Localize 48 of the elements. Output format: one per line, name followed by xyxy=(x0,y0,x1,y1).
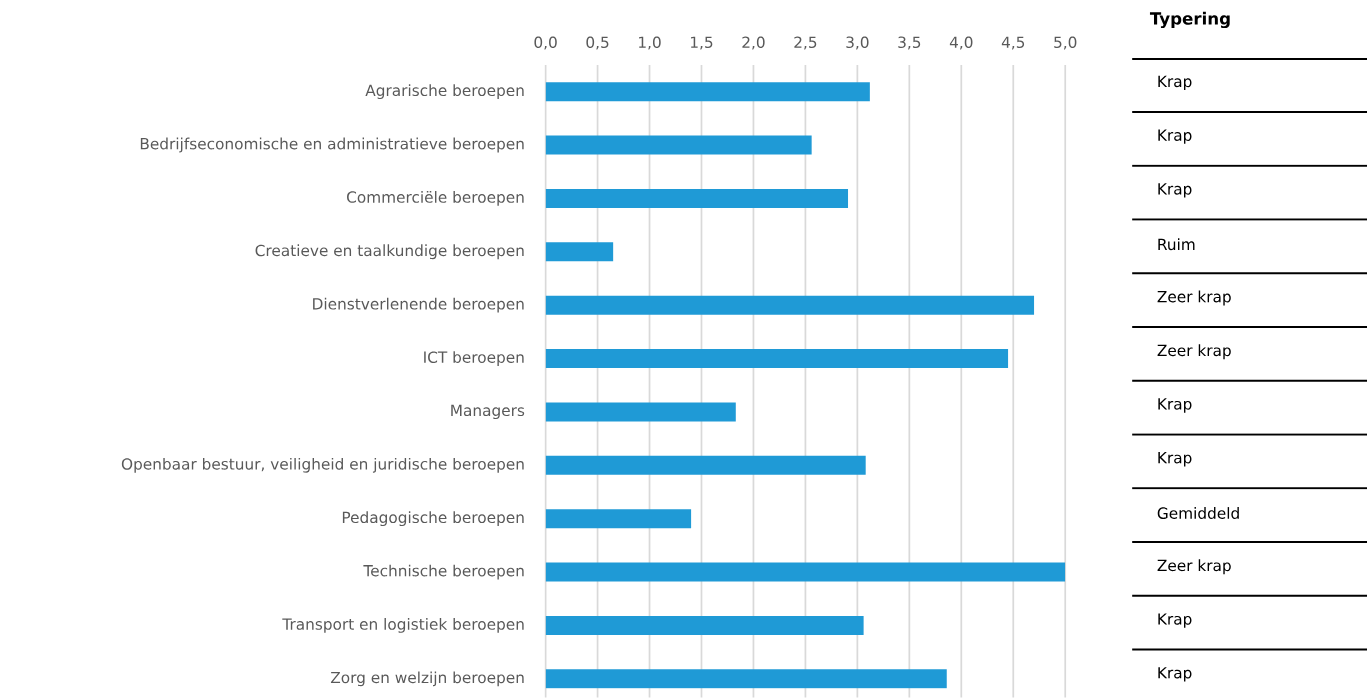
y-tick-label: Managers xyxy=(451,404,525,419)
text: Zeer krap xyxy=(1157,559,1231,575)
x-tick-label: 3,0 xyxy=(846,36,869,50)
text: Zeer krap xyxy=(1157,344,1231,359)
bar xyxy=(545,81,870,101)
text: Gemiddeld xyxy=(1157,506,1239,519)
y-tick-label: ICT beroepen xyxy=(424,350,524,366)
x-tick-label: 4,0 xyxy=(949,36,973,50)
x-tick-label: 1,5 xyxy=(691,36,713,50)
x-tick-label: 4,5 xyxy=(1001,36,1025,50)
bar xyxy=(545,242,614,262)
text: Zeer krap xyxy=(1157,290,1231,306)
x-tick-label: 0,0 xyxy=(534,36,557,50)
x-tick-label: 2,5 xyxy=(794,36,817,50)
x-tick-label: 0,5 xyxy=(586,36,609,50)
y-tick-label: Zorg en welzijn beroepen xyxy=(330,671,524,687)
text: Typering xyxy=(1149,11,1230,28)
x-tick-label: 1,0 xyxy=(639,36,661,50)
x-tick-label: 3,5 xyxy=(898,36,921,50)
bar xyxy=(545,348,1009,368)
text: Krap xyxy=(1158,451,1192,467)
x-tick-label: 5,0 xyxy=(1054,36,1077,50)
text: Ruim xyxy=(1158,238,1195,250)
bar xyxy=(545,135,812,155)
y-tick-label: Agrarische beroepen xyxy=(365,84,524,99)
y-tick-label: Transport en logistiek beroepen xyxy=(282,617,524,633)
bar xyxy=(545,669,947,689)
y-tick-label: Bedrijfseconomische en administratieve beroepen xyxy=(140,137,524,153)
bar xyxy=(545,455,866,475)
bar xyxy=(545,295,1035,315)
x-tick-label: 2,0 xyxy=(742,36,765,50)
text: Krap xyxy=(1158,75,1192,90)
text: Krap xyxy=(1158,613,1192,628)
bar xyxy=(545,402,736,422)
bar xyxy=(545,562,1066,582)
text: Krap xyxy=(1158,666,1192,682)
text: Krap xyxy=(1158,398,1192,413)
text: Krap xyxy=(1158,183,1192,198)
y-tick-label: Creatieve en taalkundige beroepen xyxy=(255,244,524,260)
bar xyxy=(545,188,849,208)
y-tick-label: Openbaar bestuur, veiligheid en juridische beroepen xyxy=(121,457,524,473)
bar xyxy=(545,615,864,635)
y-tick-label: Pedagogische beroepen xyxy=(342,511,524,526)
y-tick-label: Dienstverlenende beroepen xyxy=(313,297,524,313)
y-tick-label: Technische beroepen xyxy=(363,564,524,580)
y-tick-label: Commerciële beroepen xyxy=(347,190,524,206)
text: Krap xyxy=(1158,129,1192,144)
bar xyxy=(545,509,692,528)
